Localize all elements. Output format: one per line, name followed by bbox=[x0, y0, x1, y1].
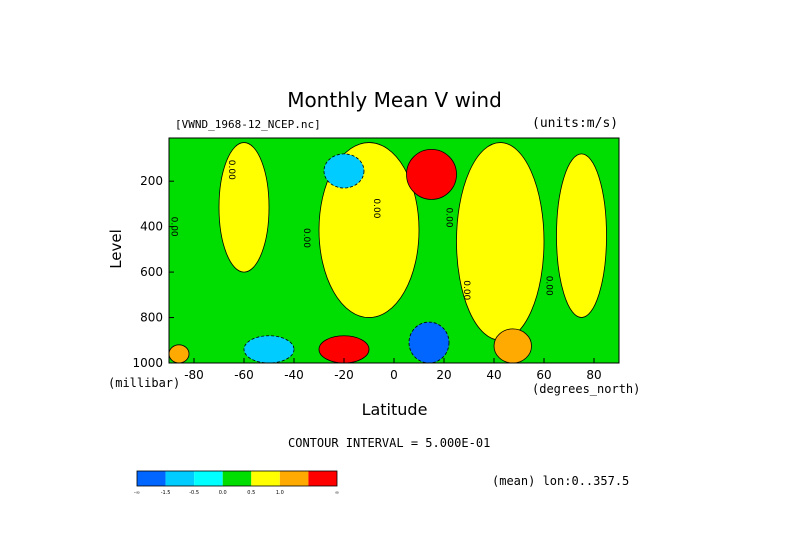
contour-region-10 bbox=[169, 344, 190, 363]
x-tick-label-7: 60 bbox=[536, 368, 551, 382]
y-tick-label-3: 800 bbox=[140, 311, 163, 325]
contour-region-2 bbox=[456, 142, 545, 341]
x-tick-label-1: -60 bbox=[234, 368, 254, 382]
contour-interval-label: CONTOUR INTERVAL = 5.000E-01 bbox=[288, 436, 491, 450]
colorbar-label-5: 1.0 bbox=[276, 490, 284, 496]
colorbar-frame bbox=[136, 470, 338, 487]
x-tick-label-3: -20 bbox=[334, 368, 354, 382]
contour-region-0 bbox=[218, 142, 270, 273]
y-tick-label-2: 600 bbox=[140, 265, 163, 279]
contour-label-4: 0.00 bbox=[444, 208, 454, 228]
colorbar-label-3: 0.0 bbox=[219, 490, 227, 496]
colorbar-swatch-3 bbox=[222, 471, 252, 486]
contour-region-5 bbox=[406, 148, 457, 200]
y-tick-label-4: 1000 bbox=[132, 356, 163, 370]
file-label: [VWND_1968-12_NCEP.nc] bbox=[175, 118, 321, 131]
contour-label-5: 0.00 bbox=[461, 280, 471, 300]
x-tick-label-4: 0 bbox=[390, 368, 398, 382]
contour-region-6 bbox=[408, 321, 450, 363]
mean-label: (mean) lon:0..357.5 bbox=[492, 474, 630, 488]
contour-region-8 bbox=[243, 335, 295, 363]
x-unit-label: (degrees_north) bbox=[532, 382, 641, 396]
contour-label-3: 0.00 bbox=[371, 198, 381, 218]
units-label: (units:m/s) bbox=[532, 116, 619, 131]
contour-region-4 bbox=[323, 153, 365, 189]
x-axis-label: Latitude bbox=[361, 400, 428, 419]
chart-title: Monthly Mean V wind bbox=[287, 88, 502, 112]
contour-region-7 bbox=[318, 335, 370, 363]
colorbar-label-0: -∞ bbox=[134, 490, 140, 496]
colorbar-swatch-4 bbox=[251, 471, 280, 486]
y-tick-label-1: 400 bbox=[140, 220, 163, 234]
colorbar-swatch-6 bbox=[308, 471, 337, 486]
contour-region-3 bbox=[556, 153, 607, 318]
colorbar-swatch-0 bbox=[137, 471, 166, 486]
y-unit-label: (millibar) bbox=[108, 376, 181, 390]
plot-area: 0.000.000.000.00 0.000.00 0.00 bbox=[169, 138, 619, 363]
colorbar-swatch-2 bbox=[194, 471, 223, 486]
y-tick-label-0: 200 bbox=[140, 174, 163, 188]
x-tick-label-8: 80 bbox=[586, 368, 601, 382]
contour-label-6: 0.00 bbox=[544, 276, 554, 296]
x-tick-label-6: 40 bbox=[486, 368, 501, 382]
contour-label-2: 0.00 bbox=[301, 228, 311, 248]
x-tick-label-2: -40 bbox=[284, 368, 304, 382]
colorbar-label-4: 0.5 bbox=[247, 490, 255, 496]
colorbar-swatch-5 bbox=[279, 471, 309, 486]
x-tick-label-5: 20 bbox=[436, 368, 451, 382]
x-tick-label-0: -80 bbox=[184, 368, 204, 382]
contour-region-9 bbox=[493, 328, 532, 363]
colorbar-label-2: -0.5 bbox=[189, 490, 199, 496]
colorbar-label-6: ∞ bbox=[335, 490, 339, 496]
colorbar-swatch-1 bbox=[165, 471, 195, 486]
colorbar-label-1: -1.5 bbox=[161, 490, 171, 496]
contour-label-0: 0.00 bbox=[226, 160, 236, 180]
